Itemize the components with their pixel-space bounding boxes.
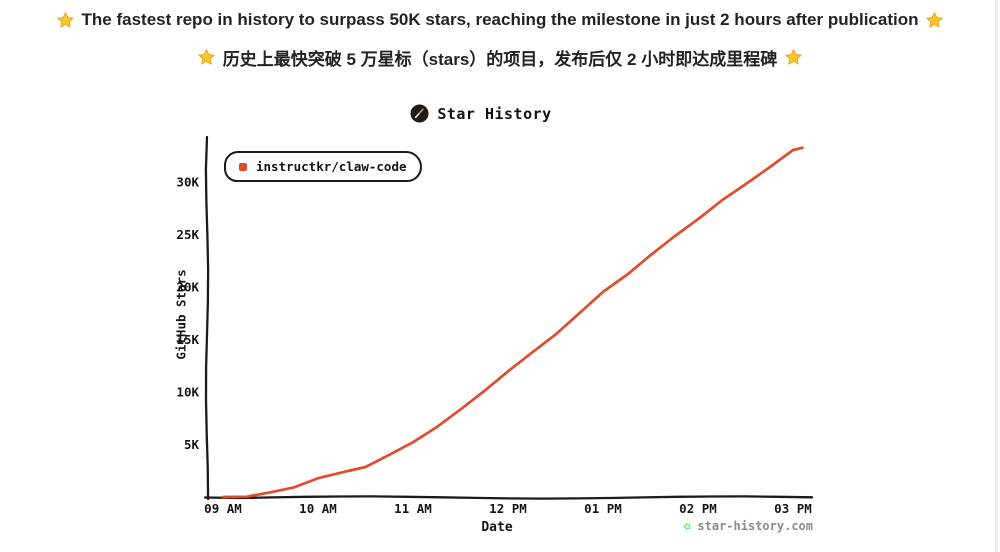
y-tick-label: 20K [176,280,199,295]
x-tick-label: 10 AM [299,501,337,516]
x-tick-label: 03 PM [774,501,812,516]
legend: instructkr/claw-code [224,151,422,182]
y-tick-label: 25K [176,227,199,242]
chart-tick-labels: 5K 10K 15K 20K 25K 30K 09 AM 10 AM 11 AM 12 PM 01 … [176,175,811,517]
legend-series-label: instructkr/claw-code [256,159,407,174]
right-edge-divider [995,0,998,552]
watermark-text: star-history.com [697,519,813,533]
banner-headline-zh-text: 历史上最快突破 5 万星标（stars）的项目，发布后仅 2 小时即达成里程碑 [222,50,778,69]
star-emoji-icon [785,49,802,65]
y-tick-label: 15K [176,332,199,347]
x-tick-label: 12 PM [489,501,527,516]
x-axis-title: Date [481,520,513,535]
star-emoji-icon [926,11,944,28]
x-tick-label: 02 PM [679,501,717,516]
chart-title-row: Star History [0,104,962,123]
series-line-group [221,146,804,499]
y-axis-title: GitHub Stars [173,269,189,360]
chart-axes [203,135,814,501]
star-history-logo-icon [410,104,429,123]
banner-headline-zh: 历史上最快突破 5 万星标（stars）的项目，发布后仅 2 小时即达成里程碑 [0,45,1000,70]
x-tick-label: 09 AM [204,501,242,516]
chart-title: Star History [437,104,552,123]
x-tick-label: 11 AM [394,501,432,516]
y-tick-label: 5K [184,437,200,452]
x-tick-label: 01 PM [584,501,622,516]
star-emoji-icon [198,49,215,65]
y-axis-line [204,135,210,501]
series-line [221,146,804,499]
y-tick-label: 10K [176,385,199,400]
banner-headline-en: The fastest repo in history to surpass 5… [0,10,1000,30]
green-star-icon [683,522,691,530]
x-axis-line [203,495,814,500]
legend-color-dot [239,162,247,171]
banner-headline-en-text: The fastest repo in history to surpass 5… [81,10,919,29]
star-emoji-icon [56,11,74,28]
y-tick-label: 30K [176,175,199,190]
star-history-watermark-link[interactable]: star-history.com [683,516,813,536]
